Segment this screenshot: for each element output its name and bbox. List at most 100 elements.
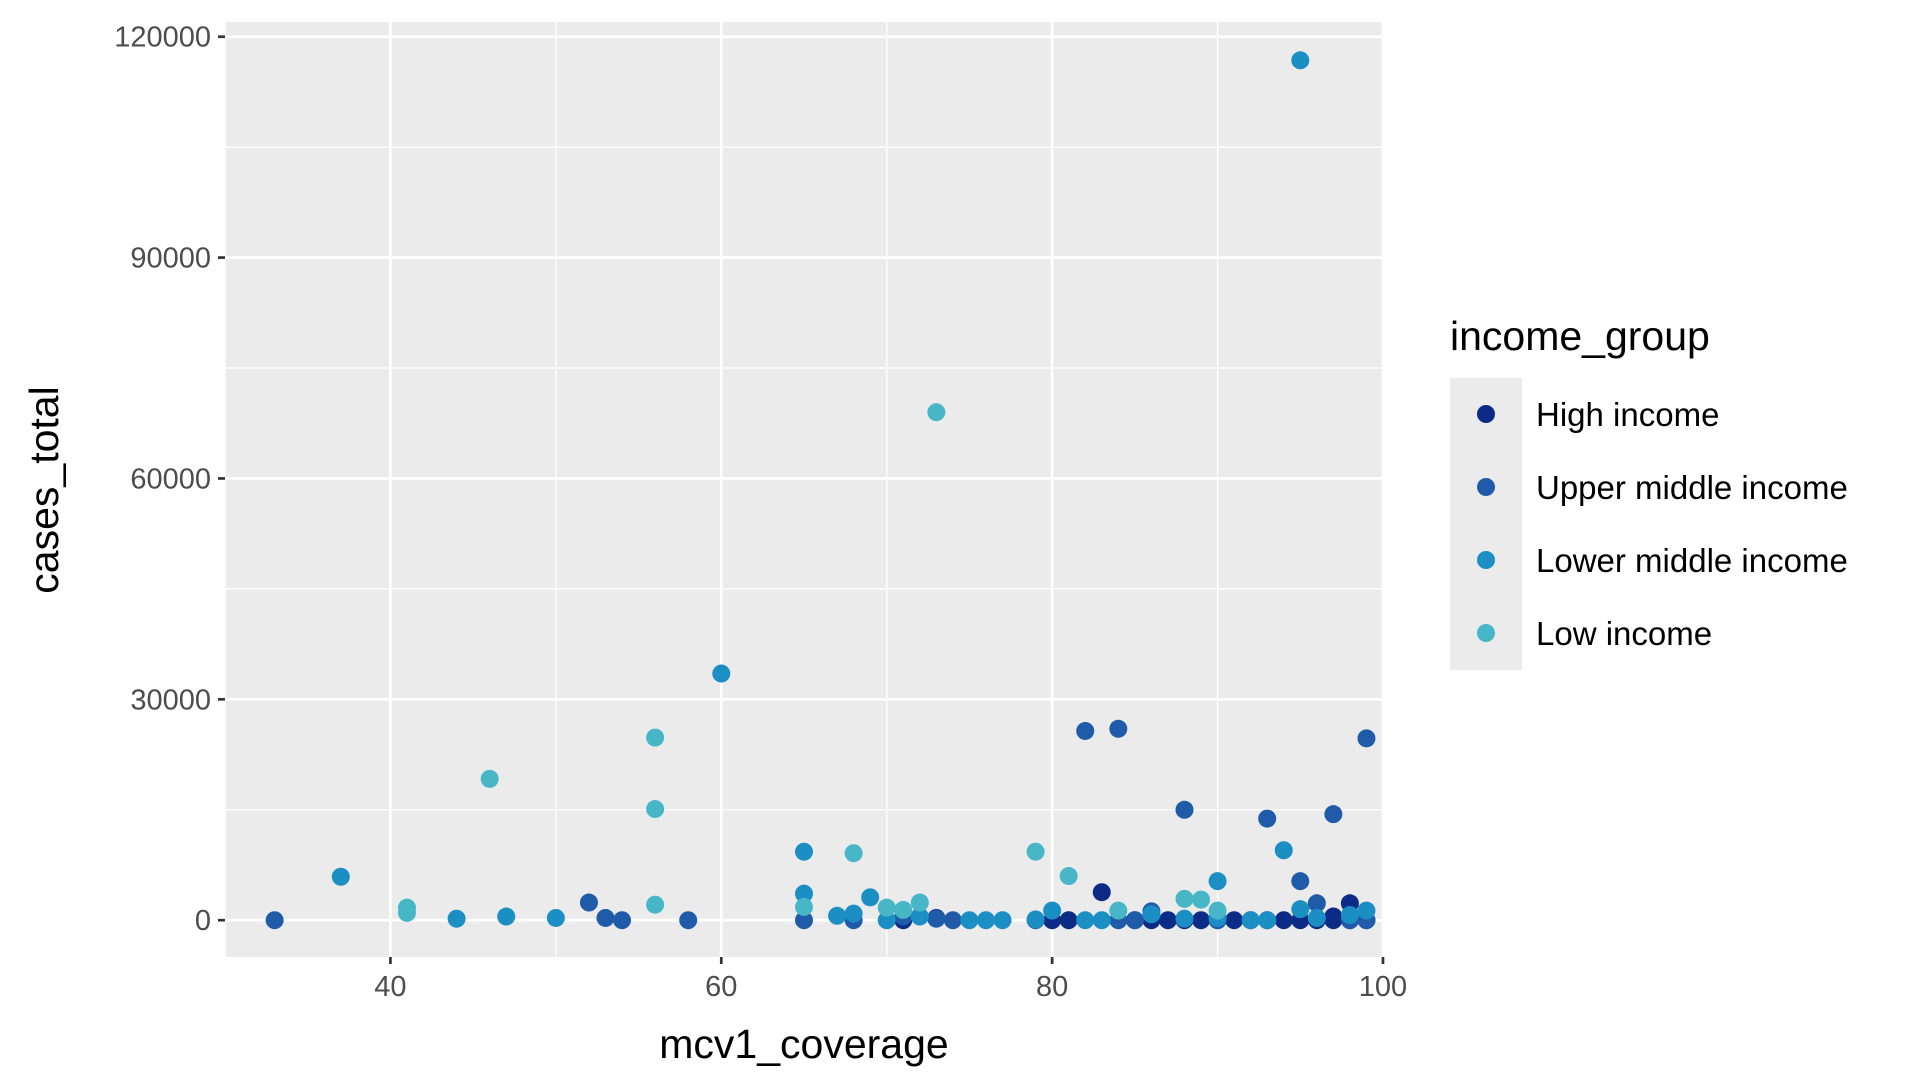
x-tick-label: 100: [1359, 971, 1407, 1003]
data-point: [1043, 901, 1062, 920]
data-point: [844, 844, 863, 863]
data-point: [1291, 872, 1310, 891]
data-point: [1192, 890, 1211, 909]
data-point: [1324, 805, 1343, 824]
data-point: [1208, 901, 1227, 920]
data-point: [1125, 911, 1144, 930]
data-point: [1109, 901, 1128, 920]
legend-title: income_group: [1450, 313, 1710, 359]
data-point: [1307, 908, 1326, 927]
data-point: [976, 911, 995, 930]
y-axis-title: cases_total: [21, 386, 67, 593]
data-point: [1208, 872, 1227, 891]
data-point: [1142, 905, 1161, 924]
data-point: [910, 907, 929, 926]
data-point: [1175, 800, 1194, 819]
legend-label: Upper middle income: [1536, 469, 1848, 506]
data-point: [1092, 883, 1111, 902]
y-tick-label: 0: [195, 905, 211, 937]
legend-label: Low income: [1536, 615, 1712, 652]
data-point: [927, 909, 946, 928]
legend-key: [1477, 624, 1495, 642]
data-point: [397, 903, 416, 922]
x-tick-label: 60: [705, 971, 737, 1003]
data-point: [894, 900, 913, 919]
data-point: [993, 911, 1012, 930]
data-point: [1324, 907, 1343, 926]
legend-key: [1477, 551, 1495, 569]
data-point: [447, 909, 466, 928]
data-point: [596, 908, 615, 927]
x-axis: 40 60 80 100: [374, 957, 1407, 1003]
data-point: [1307, 894, 1326, 913]
data-point: [1357, 901, 1376, 920]
data-point: [1026, 842, 1045, 861]
legend-label: Lower middle income: [1536, 542, 1848, 579]
data-point: [265, 911, 284, 930]
data-point: [1076, 721, 1095, 740]
data-point: [828, 906, 847, 925]
data-point: [844, 904, 863, 923]
data-point: [795, 897, 813, 916]
data-point: [877, 898, 896, 917]
plot-panel: [225, 22, 1383, 957]
minor-gridlines: [224, 22, 1383, 957]
y-tick-label: 30000: [130, 684, 211, 716]
y-tick-label: 90000: [130, 243, 211, 275]
data-point: [546, 908, 565, 927]
legend: income_group High income Upper middle inc…: [1450, 313, 1848, 670]
legend-key-background: [1450, 378, 1522, 670]
data-point: [712, 664, 731, 683]
data-point: [1059, 867, 1078, 886]
data-point: [1340, 906, 1359, 925]
x-tick-label: 40: [374, 971, 406, 1003]
data-point: [646, 895, 665, 914]
data-point: [646, 728, 665, 747]
data-point: [1241, 911, 1260, 930]
data-point: [480, 769, 499, 788]
data-point: [1274, 911, 1293, 930]
data-point: [1258, 911, 1277, 930]
data-point: [1076, 911, 1095, 930]
y-axis: 0 30000 60000 90000 120000: [114, 22, 225, 937]
data-point: [1258, 809, 1277, 828]
legend-key: [1477, 405, 1495, 423]
data-point: [795, 842, 813, 861]
data-point: [1059, 911, 1078, 930]
data-point: [679, 911, 698, 930]
data-point: [877, 911, 896, 930]
legend-key: [1477, 478, 1495, 496]
data-point: [1175, 889, 1194, 908]
x-tick-label: 80: [1036, 971, 1068, 1003]
data-point: [1274, 841, 1293, 860]
legend-items: High income Upper middle income Lower midd…: [1477, 396, 1848, 652]
data-point: [795, 884, 813, 903]
data-points: [265, 51, 1376, 930]
y-tick-label: 60000: [130, 463, 211, 495]
data-point: [1026, 910, 1045, 929]
data-point: [1192, 911, 1211, 930]
data-point: [1357, 729, 1376, 748]
data-point: [331, 867, 350, 886]
data-point: [1175, 909, 1194, 928]
data-point: [910, 893, 929, 912]
data-point: [1291, 51, 1310, 70]
data-point: [960, 911, 979, 930]
x-axis-title: mcv1_coverage: [659, 1021, 948, 1067]
data-point: [861, 888, 880, 907]
data-point: [497, 907, 516, 926]
data-point: [646, 800, 665, 819]
data-point: [1158, 911, 1177, 930]
data-point: [1225, 911, 1244, 930]
data-point: [927, 403, 946, 422]
data-point: [1109, 719, 1128, 738]
data-point: [1092, 911, 1111, 930]
data-point: [579, 893, 598, 912]
legend-label: High income: [1536, 396, 1719, 433]
data-point: [1291, 900, 1310, 919]
data-point: [795, 911, 813, 930]
data-point: [943, 911, 962, 930]
y-tick-label: 120000: [114, 22, 211, 54]
data-point: [613, 911, 632, 930]
